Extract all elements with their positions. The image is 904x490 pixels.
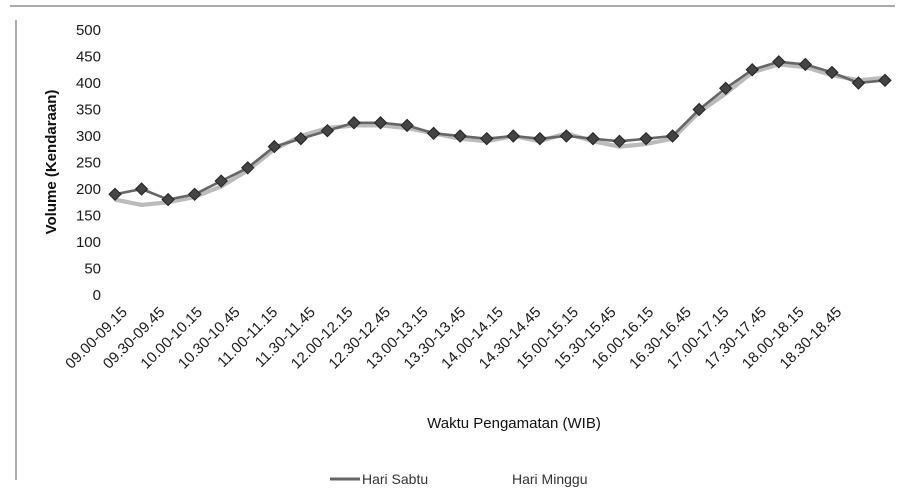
- x-axis-title: Waktu Pengamatan (WIB): [427, 415, 601, 432]
- y-tick-label: 0: [93, 287, 101, 304]
- data-point: [772, 55, 786, 69]
- data-point: [347, 116, 361, 130]
- data-point: [506, 129, 520, 143]
- y-axis-title: Volume (Kendaraan): [43, 90, 60, 235]
- data-point: [241, 161, 255, 175]
- data-point: [665, 129, 680, 143]
- data-point: [745, 63, 759, 77]
- series-group: [108, 55, 892, 207]
- data-point: [559, 129, 574, 143]
- y-tick-label: 150: [76, 208, 101, 225]
- data-point: [612, 134, 627, 149]
- data-point: [214, 174, 228, 188]
- data-point: [267, 139, 282, 154]
- legend-label-hari-minggu: Hari Minggu: [512, 471, 587, 487]
- data-point: [798, 57, 813, 72]
- data-point: [187, 187, 202, 202]
- data-point: [718, 81, 733, 96]
- legend: Hari Sabtu Hari Minggu: [330, 471, 587, 487]
- y-tick-label: 300: [76, 128, 101, 145]
- y-tick-label: 50: [84, 261, 101, 278]
- data-point: [400, 118, 414, 133]
- y-tick-label: 200: [76, 181, 101, 198]
- data-point: [320, 123, 335, 138]
- y-tick-label: 250: [76, 155, 101, 172]
- data-point: [851, 76, 866, 90]
- data-point: [692, 102, 706, 117]
- series-line-1: [114, 62, 886, 207]
- data-point: [134, 182, 149, 196]
- data-point: [586, 131, 600, 146]
- data-point: [480, 131, 494, 146]
- data-point: [878, 73, 892, 88]
- data-point: [426, 126, 441, 141]
- y-tick-label: 500: [76, 22, 101, 39]
- y-tick-label: 350: [76, 102, 101, 119]
- data-point: [639, 131, 653, 146]
- data-point: [825, 65, 839, 80]
- data-point: [533, 131, 547, 146]
- data-point: [373, 116, 388, 130]
- legend-label-hari-sabtu: Hari Sabtu: [362, 471, 428, 487]
- y-tick-label: 100: [76, 234, 101, 251]
- data-point: [108, 187, 122, 202]
- x-tick-labels: 09.00-09.1509.30-09.4510.00-10.1510.30-1…: [62, 304, 845, 373]
- data-point: [294, 131, 308, 146]
- y-tick-labels: 0 50 100 150 200 250 300 350 400 450 500: [76, 22, 101, 304]
- y-tick-label: 450: [76, 49, 101, 66]
- y-tick-label: 400: [76, 75, 101, 92]
- data-point: [161, 192, 175, 207]
- data-point: [453, 129, 467, 143]
